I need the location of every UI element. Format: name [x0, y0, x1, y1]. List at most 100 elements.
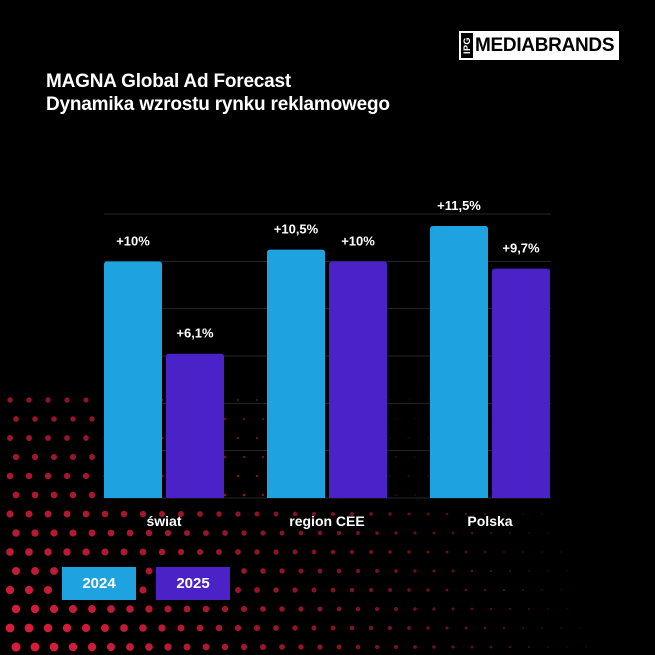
decorative-dot: [88, 491, 96, 499]
decorative-dot: [24, 623, 34, 633]
decorative-dot: [126, 605, 134, 613]
decorative-dot: [349, 549, 355, 555]
decorative-dot: [101, 510, 109, 518]
decorative-dot: [158, 548, 166, 556]
decorative-dot: [261, 455, 265, 459]
decorative-dot: [11, 604, 21, 614]
decorative-dot: [139, 624, 147, 632]
decorative-dot: [490, 456, 492, 458]
decorative-dot: [68, 604, 78, 614]
decorative-dot: [317, 644, 323, 650]
decorative-dot: [242, 493, 246, 497]
decorative-dot: [62, 623, 72, 633]
decorative-dot: [394, 569, 398, 573]
decorative-dot: [236, 436, 240, 440]
decorative-dot: [50, 529, 58, 537]
decorative-dot: [330, 625, 336, 631]
decorative-dot: [369, 550, 373, 554]
decorative-dot: [30, 642, 40, 652]
decorative-dot: [64, 397, 70, 403]
decorative-dot: [389, 437, 391, 439]
decorative-dot: [26, 435, 32, 441]
decorative-dot: [292, 549, 298, 555]
decorative-dot: [196, 548, 204, 556]
decorative-dot: [279, 644, 285, 650]
decorative-dot: [158, 624, 166, 632]
decorative-dot: [336, 568, 342, 574]
decorative-dot: [44, 510, 52, 518]
decorative-dot: [483, 512, 487, 516]
decorative-dot: [234, 624, 242, 632]
decorative-dot: [350, 512, 354, 516]
decorative-dot: [242, 455, 246, 459]
decorative-dot: [6, 510, 14, 518]
decorative-dot: [541, 627, 543, 629]
decorative-dot: [407, 588, 411, 592]
decorative-dot: [273, 549, 279, 555]
decorative-dot: [427, 475, 429, 477]
decorative-dot: [24, 585, 34, 595]
decorative-dot: [223, 455, 227, 459]
decorative-dot: [183, 529, 191, 537]
decorative-dot: [388, 588, 392, 592]
decorative-dot: [389, 399, 391, 401]
decorative-dot: [255, 474, 259, 478]
decorative-dot: [445, 626, 449, 630]
decorative-dot: [254, 511, 260, 517]
decorative-dot: [541, 589, 543, 591]
decorative-dot: [254, 549, 260, 555]
decorative-dot: [254, 625, 260, 631]
decorative-dot: [45, 435, 51, 441]
decorative-dot: [197, 511, 203, 517]
data-label-2024-0: +10%: [116, 233, 150, 248]
decorative-dot: [330, 511, 336, 517]
decorative-dot: [101, 624, 109, 632]
decorative-dot: [241, 568, 247, 574]
category-label-0: świat: [146, 513, 181, 529]
decorative-dot: [451, 607, 455, 611]
decorative-dot: [69, 529, 77, 537]
decorative-dot: [527, 645, 531, 649]
decorative-dot: [145, 529, 153, 537]
decorative-dot: [336, 606, 342, 612]
decorative-dot: [311, 625, 317, 631]
decorative-dot: [432, 569, 436, 573]
decorative-dot: [349, 625, 355, 631]
decorative-dot: [451, 531, 455, 535]
logo-ipg-label: IPG: [461, 33, 473, 58]
data-label-2025-2: +9,7%: [502, 241, 540, 256]
decorative-dot: [203, 530, 209, 536]
decorative-dot: [50, 567, 58, 575]
decorative-dot: [235, 549, 241, 555]
decorative-dot: [426, 626, 430, 630]
decorative-dot: [395, 456, 397, 458]
decorative-dot: [292, 587, 298, 593]
decorative-dot: [508, 645, 512, 649]
decorative-dot: [120, 510, 128, 518]
decorative-dot: [508, 607, 512, 611]
decorative-dot: [70, 416, 76, 422]
decorative-dot: [470, 531, 474, 535]
decorative-dot: [82, 510, 90, 518]
decorative-dot: [414, 456, 416, 458]
decorative-dot: [336, 530, 342, 536]
decorative-dot: [298, 606, 304, 612]
decorative-dot: [560, 627, 562, 629]
decorative-dot: [414, 494, 416, 496]
decorative-dot: [49, 604, 59, 614]
decorative-dot: [215, 624, 223, 632]
decorative-dot: [413, 531, 417, 535]
decorative-dot: [26, 397, 32, 403]
bar-2025-0: [166, 353, 224, 498]
decorative-dot: [503, 513, 505, 515]
decorative-dot: [25, 548, 33, 556]
decorative-dot: [395, 494, 397, 496]
decorative-dot: [374, 606, 380, 612]
decorative-dot: [368, 625, 374, 631]
decorative-dot: [502, 550, 506, 554]
decorative-dot: [292, 511, 298, 517]
legend-2025: 2025: [156, 567, 230, 600]
decorative-dot: [368, 587, 374, 593]
decorative-dot: [177, 548, 185, 556]
